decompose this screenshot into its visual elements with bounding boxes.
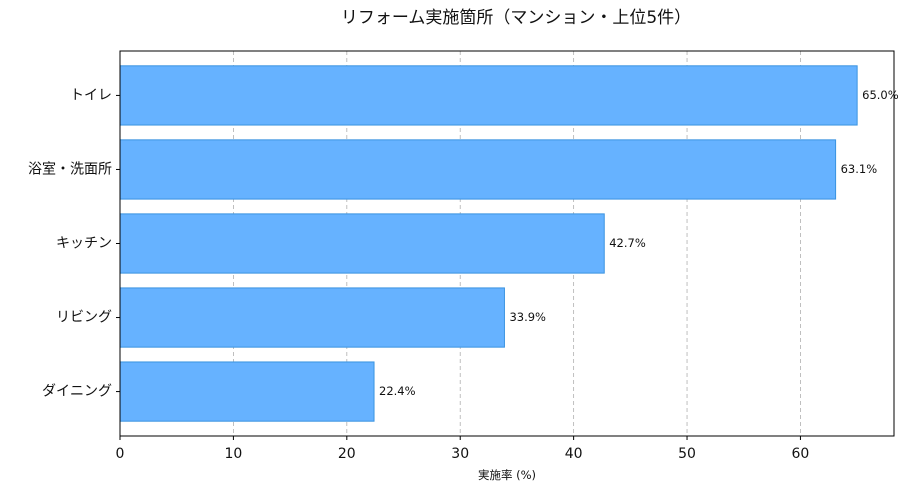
x-tick-label: 30 (451, 446, 469, 462)
bar (119, 65, 858, 126)
x-tick-label: 20 (338, 446, 356, 462)
value-label: 63.1% (841, 162, 878, 176)
category-label: キッチン (56, 236, 112, 252)
category-label: 浴室・洗面所 (28, 160, 112, 177)
x-tick-label: 60 (792, 446, 810, 462)
value-label: 33.9% (509, 310, 546, 324)
bar (119, 287, 505, 348)
bar (119, 213, 605, 274)
category-label: ダイニング (42, 384, 112, 400)
x-tick-label: 50 (678, 446, 696, 462)
category-label: リビング (56, 310, 112, 326)
x-tick-label: 40 (565, 446, 583, 462)
chart-title: リフォーム実施箇所（マンション・上位5件） (341, 8, 691, 28)
bar (119, 139, 837, 200)
bars (119, 65, 858, 422)
x-axis-title: 実施率 (%) (478, 468, 536, 482)
value-label: 22.4% (379, 384, 416, 398)
value-label: 42.7% (609, 236, 646, 250)
x-tick-label: 10 (224, 446, 242, 462)
category-label: トイレ (70, 87, 112, 103)
x-tick-label: 0 (116, 446, 125, 462)
value-labels: 65.0% 63.1% 42.7% 33.9% 22.4% (379, 88, 899, 398)
value-label: 65.0% (862, 88, 899, 102)
bar (119, 361, 375, 422)
x-axis-ticks: 0 10 20 30 40 50 60 (116, 436, 810, 462)
